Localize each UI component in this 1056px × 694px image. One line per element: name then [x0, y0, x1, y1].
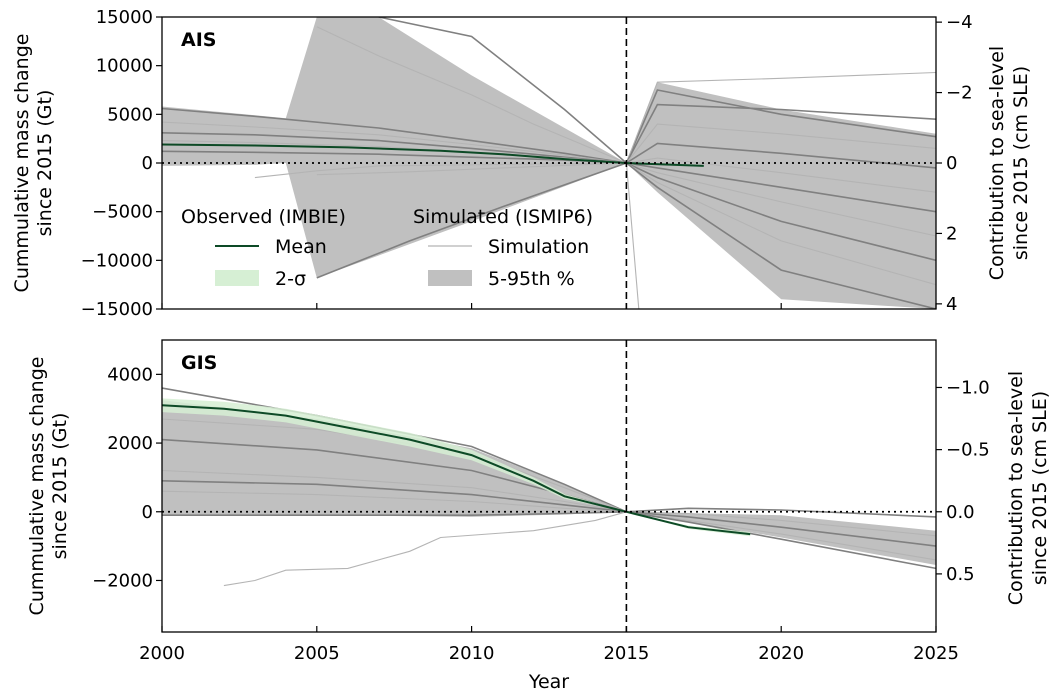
- gis-simulation-line: [162, 511, 627, 517]
- ais-simulation-line: [626, 162, 936, 286]
- ais-plot-area: [162, 17, 936, 309]
- ais-simulation-line: [625, 142, 936, 169]
- gis-y2tick-label: −0.5: [946, 440, 990, 461]
- ais-y2tick-label: 0: [946, 153, 957, 174]
- ais-ylabel-line2: since 2015 (Gt): [34, 90, 56, 237]
- gis-frame: [161, 339, 937, 633]
- legend-mean-label: Mean: [275, 236, 327, 258]
- legend-observed-title: Observed (IMBIE): [181, 206, 346, 228]
- ais-simulation-line: [162, 107, 627, 164]
- xtick-label: 2020: [758, 643, 804, 664]
- gis-ytick-label: 4000: [107, 364, 153, 385]
- xtick-label: 2000: [139, 643, 185, 664]
- gis-observed-mean-line: [162, 404, 751, 536]
- ais-ytick-label: −15000: [81, 299, 153, 320]
- xtick-label: 2015: [603, 643, 649, 664]
- ais-axis-ticks: 15000 10000 5000 0 −5000 −10000 −15000 −4 −2 0 2 4: [81, 7, 973, 320]
- ais-y2tick-label: −4: [946, 12, 973, 33]
- ais-observed-mean-line: [162, 143, 704, 167]
- ais-panel-label: AIS: [181, 29, 216, 51]
- gis-y2label-line2: since 2015 (cm SLE): [1029, 391, 1051, 585]
- gis-simulation-line: [626, 511, 936, 561]
- ais-y2tick-label: −2: [946, 83, 973, 104]
- ais-simulation-line: [626, 162, 936, 237]
- ais-simulation-line: [625, 123, 936, 164]
- gis-simulation-line: [162, 469, 627, 513]
- ais-ytick-label: 10000: [96, 56, 153, 77]
- gis-simulation-line: [626, 511, 936, 547]
- ais-simulation-line: [162, 132, 627, 164]
- ais-y2tick-label: 4: [946, 294, 957, 315]
- ais-panel: 150001000050000−5000−10000−15000−4−2024 …: [11, 7, 1032, 320]
- legend-two-sigma-label: 2-σ: [275, 268, 306, 290]
- gis-y2tick-label: 0.0: [946, 502, 975, 523]
- ais-simulation-line: [625, 103, 936, 164]
- gis-panel: 4000 2000 0 −2000 −1.0 −0.5 0.0 0.5 2000 2005 2010…: [26, 339, 1051, 664]
- ais-y2label-line1: Contribution to sea-level: [986, 46, 1008, 280]
- ais-ytick-label: 0: [142, 153, 153, 174]
- gis-two-sigma-band: [162, 398, 751, 537]
- gis-simulation-line: [223, 511, 627, 587]
- legend-band-swatch: [428, 270, 472, 286]
- gis-ylabel-line2: since 2015 (Gt): [49, 413, 71, 560]
- ais-simulation-line: [316, 162, 627, 176]
- gis-simulation-line: [626, 507, 936, 518]
- ais-simulation-line: [625, 162, 936, 309]
- legend-band-label: 5-95th %: [488, 268, 575, 290]
- ais-band-5-95: [162, 17, 936, 309]
- ais-simulation-line: [254, 162, 627, 179]
- legend-simulated-title: Simulated (ISMIP6): [413, 206, 593, 228]
- gis-plot-area: [162, 387, 936, 587]
- gis-simulation-line: [626, 511, 936, 537]
- xtick-label: 2010: [449, 643, 495, 664]
- gis-ytick-label: 0: [142, 502, 153, 523]
- ais-ytick-label: 15000: [96, 7, 153, 28]
- legend-two-sigma-swatch: [215, 270, 259, 286]
- gis-panel-label: GIS: [181, 352, 217, 374]
- legend: Observed (IMBIE) Mean 2-σ Simulated (ISM…: [181, 206, 593, 290]
- ais-simulation-line: [625, 162, 640, 309]
- ais-simulation-line: [626, 157, 936, 193]
- ais-ytick-label: −5000: [92, 202, 153, 223]
- ais-y2label-line2: since 2015 (cm SLE): [1010, 66, 1032, 260]
- gis-y2tick-label: −1.0: [946, 377, 990, 398]
- gis-ytick-label: −2000: [92, 570, 153, 591]
- gis-ytick-label: 2000: [107, 433, 153, 454]
- ais-simulation-line: [625, 89, 936, 164]
- ais-simulation-line: [626, 162, 936, 213]
- gis-simulation-line: [162, 490, 627, 513]
- gis-simulation-line: [162, 480, 627, 513]
- ais-simulation-line: [626, 162, 936, 262]
- legend-simulation-label: Simulation: [488, 236, 589, 258]
- xtick-label: 2025: [913, 643, 959, 664]
- ais-ylabel-line1: Cummulative mass change: [11, 34, 33, 293]
- ais-ytick-label: 5000: [107, 104, 153, 125]
- x-axis-label: Year: [528, 671, 569, 693]
- gis-axis-ticks: 4000 2000 0 −2000 −1.0 −0.5 0.0 0.5 2000 2005 2010…: [92, 364, 990, 664]
- ais-simulation-line: [316, 162, 627, 279]
- xtick-label: 2005: [294, 643, 340, 664]
- ais-simulation-line: [625, 71, 936, 164]
- ais-y2tick-label: 2: [946, 223, 957, 244]
- gis-y2label-line1: Contribution to sea-level: [1005, 371, 1027, 605]
- ais-ytick-label: −10000: [81, 250, 153, 271]
- ais-simulation-line: [162, 121, 627, 164]
- ais-simulation-line: [378, 17, 627, 164]
- gis-y2tick-label: 0.5: [946, 564, 975, 585]
- gis-ylabel-line1: Cummulative mass change: [26, 357, 48, 616]
- ais-simulation-line: [316, 26, 627, 164]
